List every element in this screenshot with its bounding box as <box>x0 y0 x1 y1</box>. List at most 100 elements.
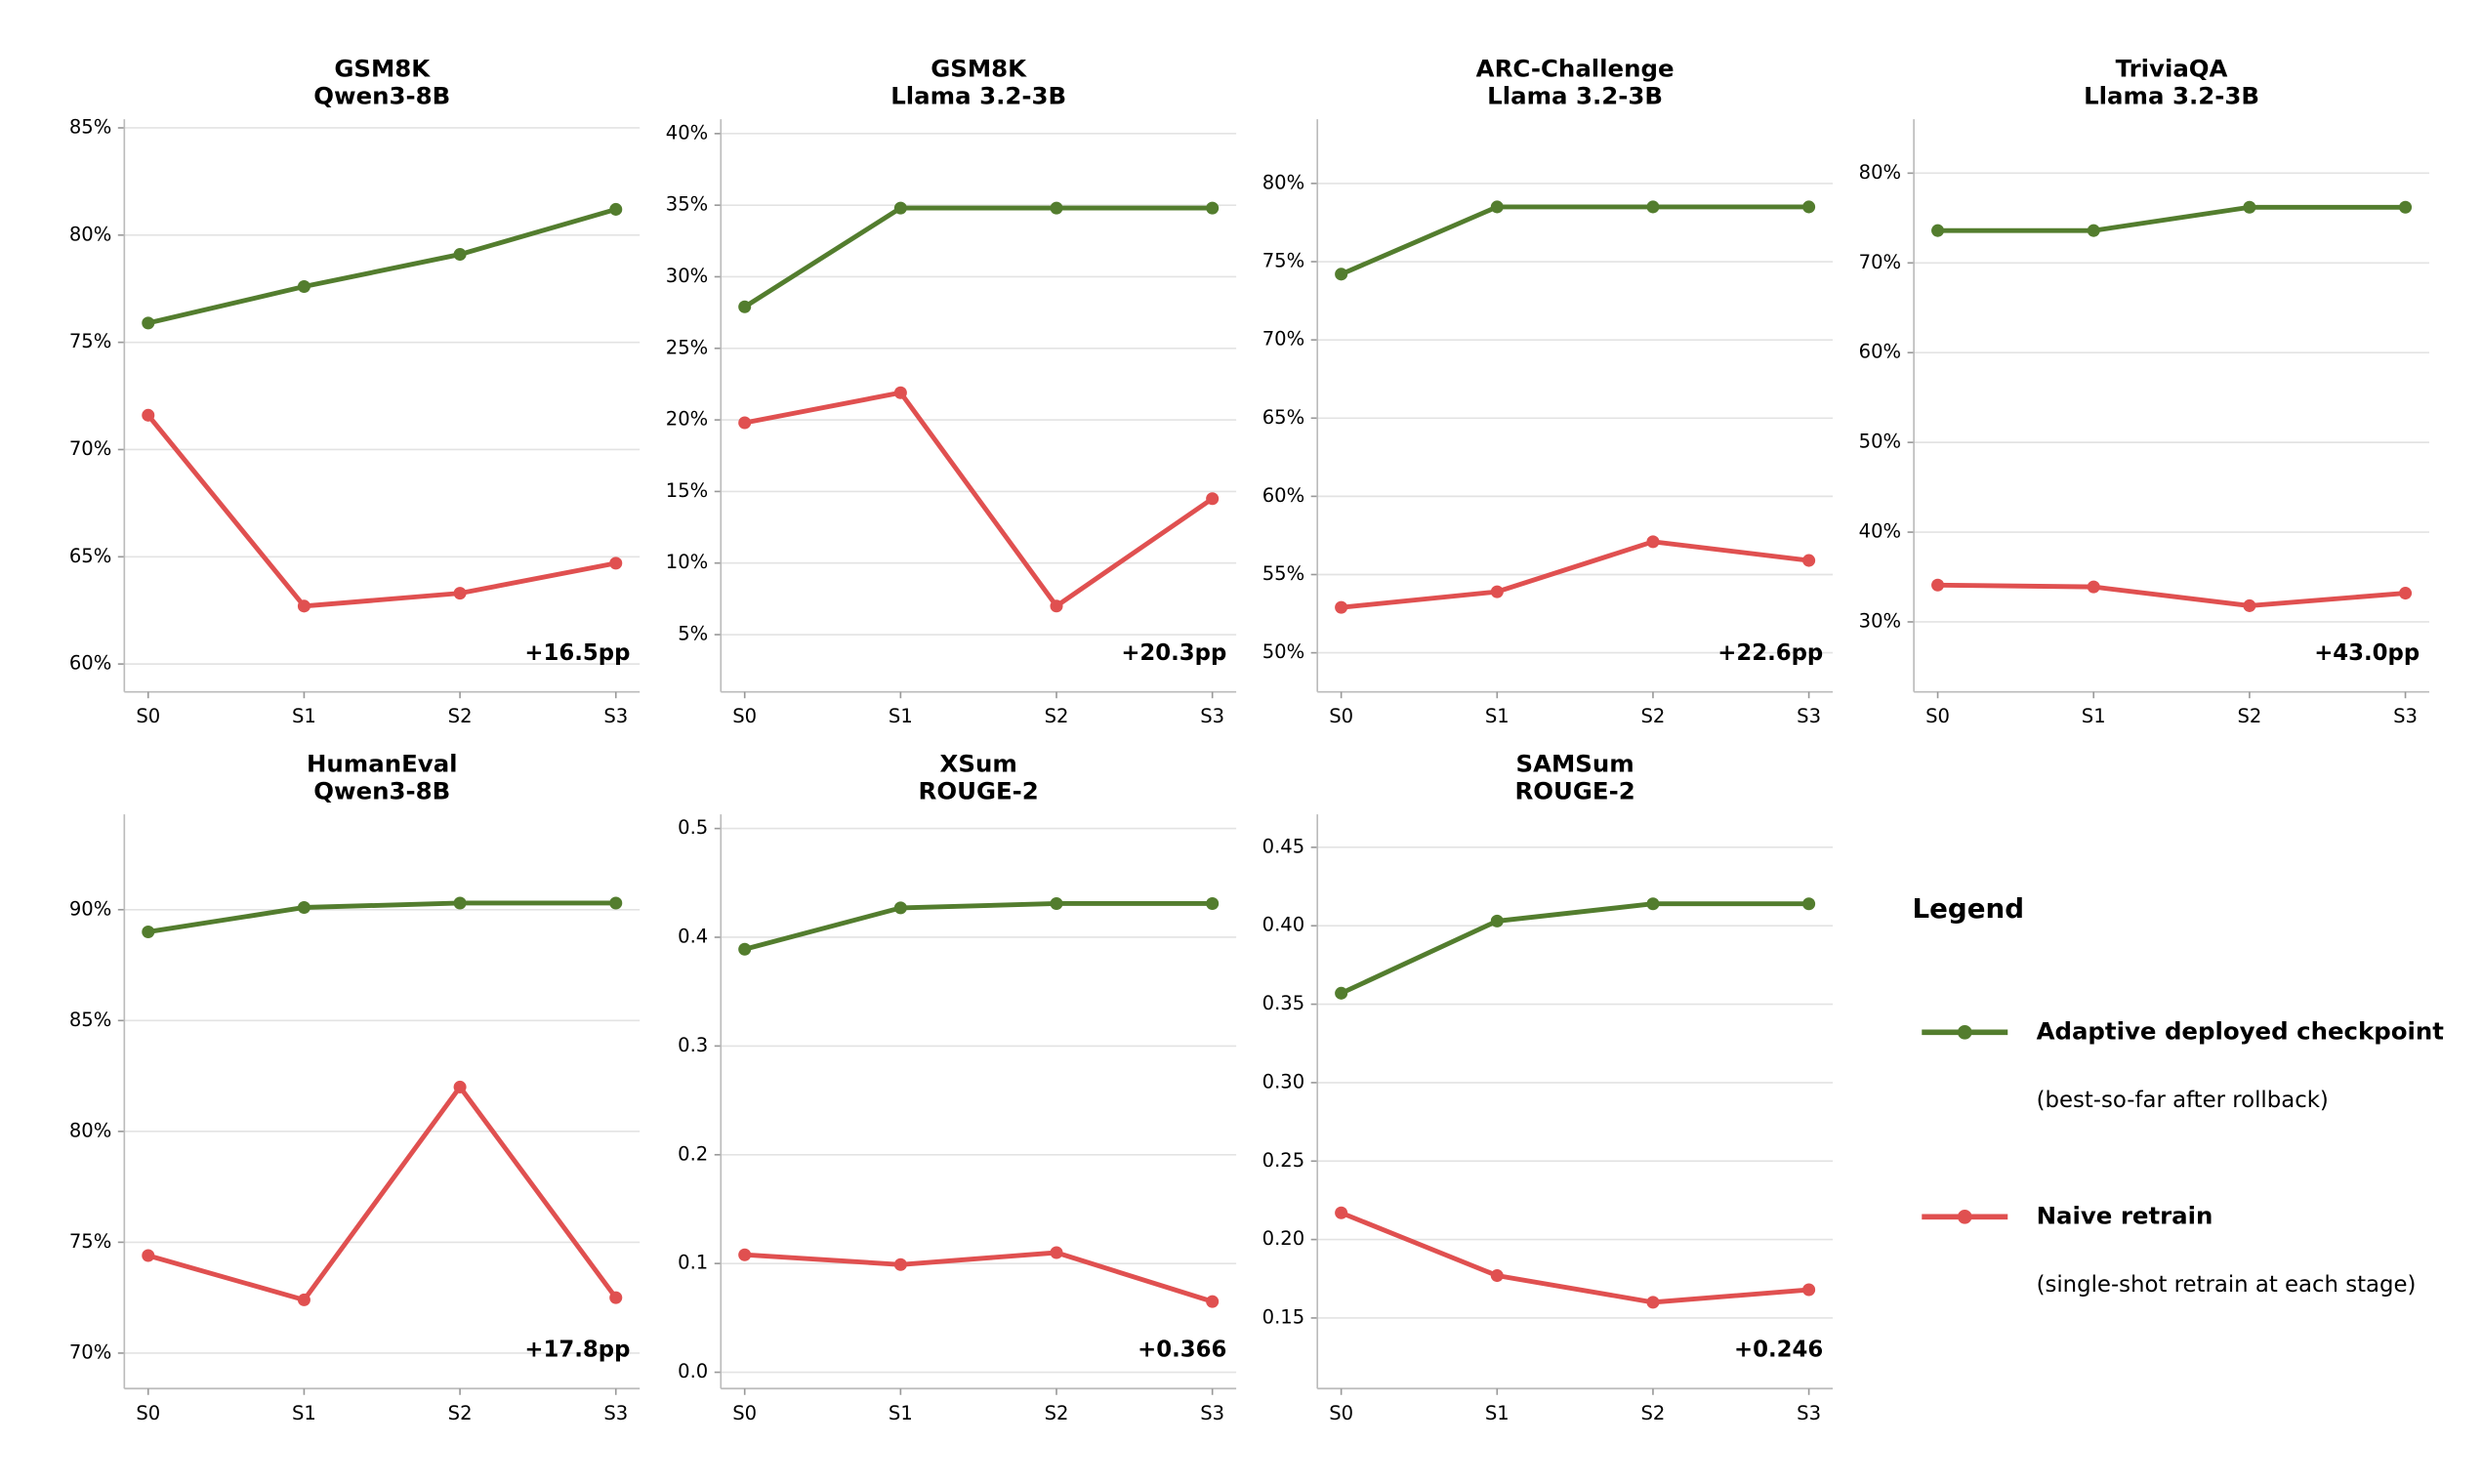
chart-subtitle: ROUGE-2 <box>1514 776 1634 804</box>
series-point <box>1646 535 1660 549</box>
series-point <box>297 599 310 613</box>
chart-title: HumanEval <box>307 750 458 778</box>
series-point <box>609 556 623 570</box>
y-tick-label: 70% <box>69 437 111 460</box>
y-tick-label: 0.15 <box>1262 1305 1305 1328</box>
x-tick-label: S1 <box>292 1402 316 1424</box>
y-tick-label: 0.30 <box>1262 1070 1305 1092</box>
series-point <box>453 896 467 910</box>
chart-subtitle: Qwen3-8B <box>313 776 450 804</box>
x-tick-label: S3 <box>1797 705 1821 727</box>
legend-swatch-dot <box>1957 1209 1972 1224</box>
x-tick-label: S2 <box>1641 1402 1666 1424</box>
legend-swatch-dot <box>1957 1024 1972 1040</box>
series-point <box>2399 587 2413 600</box>
series-point <box>1802 554 1816 567</box>
chart-title: GSM8K <box>334 55 431 83</box>
series-point <box>2087 580 2100 594</box>
chart-title: GSM8K <box>931 55 1027 83</box>
series-point <box>1931 224 1945 237</box>
series-point <box>1802 897 1816 911</box>
y-tick-label: 80% <box>69 1119 111 1141</box>
x-tick-label: S3 <box>2393 705 2418 727</box>
series-line <box>744 1250 1214 1304</box>
series-line <box>1937 204 2406 233</box>
series-point <box>1206 896 1220 910</box>
y-tick-label: 55% <box>1262 562 1304 585</box>
x-tick-label: S2 <box>1045 705 1069 727</box>
series-point <box>1490 585 1504 598</box>
series-point <box>2399 200 2413 214</box>
annotation: +20.3pp <box>1121 640 1226 666</box>
y-tick-label: 0.25 <box>1262 1149 1305 1172</box>
series-point <box>1050 599 1063 613</box>
series-line <box>147 900 616 934</box>
series-point <box>893 201 907 215</box>
legend-title: Legend <box>1913 892 2025 925</box>
x-tick-label: S2 <box>2237 705 2261 727</box>
chart-subtitle: Llama 3.2-3B <box>1487 81 1663 109</box>
x-tick-label: S2 <box>1641 705 1666 727</box>
series-point <box>609 896 623 910</box>
y-tick-label: 10% <box>666 551 708 573</box>
y-tick-label: 25% <box>666 336 708 358</box>
chart-subtitle: Qwen3-8B <box>313 81 450 109</box>
series-point <box>1490 1269 1504 1283</box>
y-tick-label: 0.1 <box>678 1252 708 1274</box>
series-point <box>453 587 467 600</box>
series-point <box>1050 201 1063 215</box>
x-tick-label: S3 <box>603 705 628 727</box>
x-tick-label: S0 <box>732 1402 757 1424</box>
chart-title: XSum <box>940 750 1017 778</box>
series-point <box>609 1291 623 1304</box>
y-tick-label: 60% <box>1859 341 1901 363</box>
y-tick-label: 0.3 <box>678 1034 708 1056</box>
x-tick-label: S1 <box>292 705 316 727</box>
x-tick-label: S1 <box>889 705 913 727</box>
series-line <box>1937 582 2406 608</box>
series-point <box>142 925 155 938</box>
series-point <box>453 248 467 262</box>
legend-label: Naive retrain <box>2037 1201 2213 1229</box>
series-point <box>1646 1296 1660 1309</box>
x-tick-label: S2 <box>448 705 473 727</box>
series-point <box>1335 986 1348 1000</box>
annotation: +22.6pp <box>1717 640 1823 666</box>
series-line <box>744 901 1213 952</box>
series-point <box>738 1248 752 1261</box>
y-tick-label: 75% <box>69 1230 111 1253</box>
chart-subtitle: Llama 3.2-3B <box>2084 81 2259 109</box>
series-point <box>142 316 155 330</box>
series-point <box>1206 1295 1220 1308</box>
y-tick-label: 0.20 <box>1262 1227 1305 1250</box>
y-tick-label: 65% <box>1262 406 1304 429</box>
y-tick-label: 30% <box>1859 609 1901 632</box>
series-line <box>147 1083 618 1303</box>
y-tick-label: 35% <box>666 193 708 216</box>
y-tick-label: 90% <box>69 897 111 920</box>
x-tick-label: S1 <box>1485 1402 1510 1424</box>
y-tick-label: 0.40 <box>1262 914 1305 936</box>
y-tick-label: 60% <box>69 652 111 675</box>
series-point <box>1050 896 1063 910</box>
y-tick-label: 80% <box>1859 161 1901 184</box>
annotation: +0.246 <box>1734 1338 1823 1363</box>
series-point <box>142 1249 155 1262</box>
series-point <box>738 300 752 313</box>
series-point <box>893 1257 907 1271</box>
series-line <box>1340 204 1809 277</box>
series-point <box>893 386 907 399</box>
series-point <box>453 1080 467 1093</box>
x-tick-label: S0 <box>732 705 757 727</box>
y-tick-label: 65% <box>69 545 111 567</box>
series-line <box>1340 1211 1809 1305</box>
annotation: +43.0pp <box>2314 640 2420 666</box>
x-tick-label: S0 <box>136 705 160 727</box>
y-tick-label: 40% <box>1859 520 1901 543</box>
y-tick-label: 40% <box>666 121 708 144</box>
y-tick-label: 0.4 <box>678 925 708 947</box>
x-tick-label: S0 <box>1329 1402 1353 1424</box>
y-tick-label: 70% <box>69 1340 111 1363</box>
series-point <box>1802 200 1816 214</box>
